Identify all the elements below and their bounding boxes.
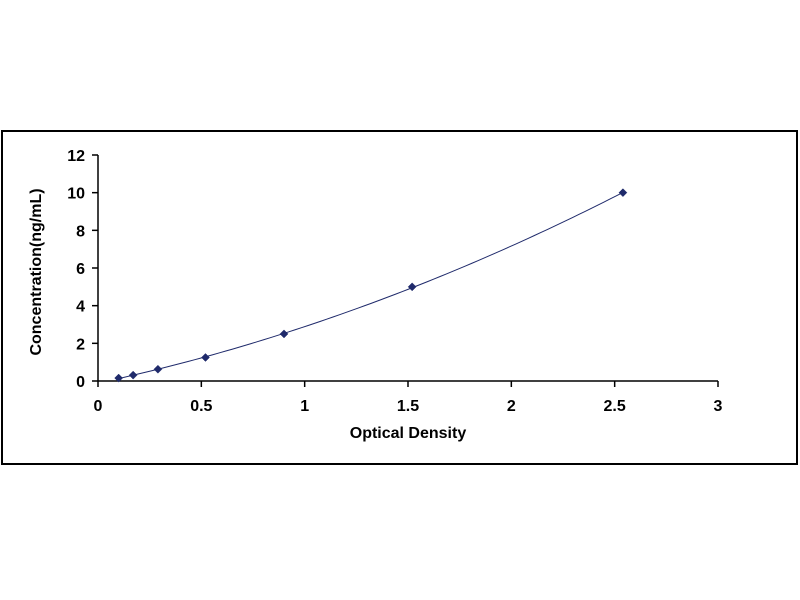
data-point-diamond bbox=[618, 188, 628, 198]
y-axis-ticks: 0 2 4 6 8 10 12 bbox=[67, 148, 98, 391]
y-tick-label: 6 bbox=[76, 261, 85, 278]
data-point-diamond bbox=[201, 353, 210, 362]
y-tick-label: 2 bbox=[76, 336, 85, 353]
x-axis-ticks: 0 0.5 1 1.5 2 2.5 3 bbox=[94, 381, 723, 415]
y-tick-label: 4 bbox=[76, 299, 85, 316]
y-tick-label: 12 bbox=[67, 148, 85, 165]
x-axis-title: Optical Density bbox=[350, 425, 467, 442]
chart-frame: 0 2 4 6 8 10 12 0 0.5 1 1.5 2 2.5 3 Optical Density … bbox=[1, 130, 798, 465]
x-tick-label: 2.5 bbox=[604, 398, 626, 415]
x-tick-label: 0.5 bbox=[190, 398, 212, 415]
y-tick-label: 0 bbox=[76, 374, 85, 391]
trend-curve bbox=[118, 191, 624, 380]
x-tick-label: 2 bbox=[507, 398, 516, 415]
x-tick-label: 0 bbox=[94, 398, 103, 415]
y-tick-label: 8 bbox=[76, 223, 85, 240]
data-point-diamond bbox=[114, 373, 124, 383]
data-point-diamond bbox=[407, 282, 417, 292]
data-points-layer bbox=[114, 188, 628, 383]
y-tick-label: 10 bbox=[67, 186, 85, 203]
trend-curve-layer bbox=[118, 191, 624, 380]
x-tick-label: 1.5 bbox=[397, 398, 419, 415]
chart-axes bbox=[97, 155, 718, 382]
x-tick-label: 3 bbox=[714, 398, 723, 415]
data-point-diamond bbox=[128, 370, 138, 380]
y-axis-title: Concentration(ng/mL) bbox=[28, 188, 45, 355]
x-tick-label: 1 bbox=[300, 398, 309, 415]
data-point-diamond bbox=[153, 364, 163, 374]
data-point-diamond bbox=[279, 329, 289, 339]
